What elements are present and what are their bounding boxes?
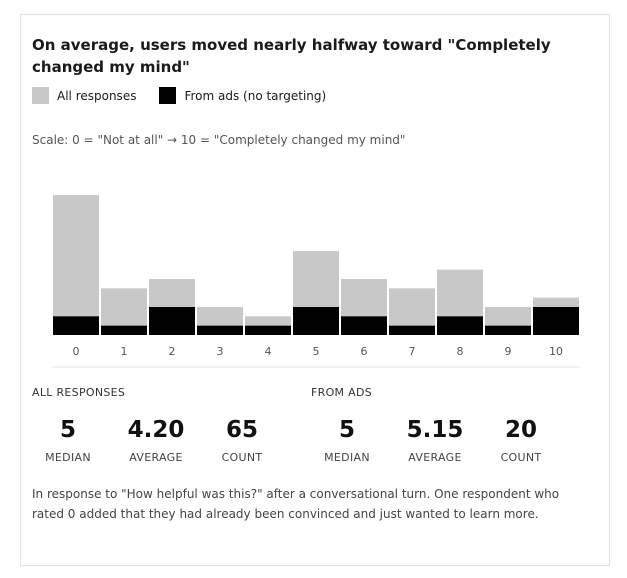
chart-legend: All responses From ads (no targeting) (32, 87, 349, 104)
bar-from-ads-3 (197, 325, 243, 335)
bar-from-ads-2 (149, 307, 195, 335)
bar-from-ads-0 (53, 316, 99, 335)
stats-all-responses: ALL RESPONSES 5 MEDIAN 4.20 AVERAGE 65 C… (32, 386, 282, 464)
bar-from-ads-8 (437, 316, 483, 335)
x-tick-label-5: 5 (313, 345, 320, 358)
x-tick-label-3: 3 (217, 345, 224, 358)
stat-value: 5 (59, 417, 76, 443)
stats-from-ads-label: FROM ADS (311, 386, 372, 399)
legend-label-from-ads: From ads (no targeting) (184, 88, 327, 103)
stat-value: 4.20 (127, 417, 185, 443)
x-tick-label-1: 1 (121, 345, 128, 358)
chart-title: On average, users moved nearly halfway t… (32, 36, 551, 76)
stat-label: COUNT (221, 451, 263, 464)
stat-ads-count: 20 COUNT (486, 416, 556, 464)
stat-label: AVERAGE (408, 451, 462, 464)
stat-label: AVERAGE (129, 451, 183, 464)
x-tick-label-8: 8 (457, 345, 464, 358)
histogram-chart: 0 1 2 3 4 5 6 7 8 9 10 (52, 195, 580, 368)
legend-swatch-from-ads (159, 87, 177, 104)
x-tick-label-10: 10 (549, 345, 563, 358)
stat-value: 20 (504, 417, 537, 443)
scale-note: Scale: 0 = "Not at all" → 10 = "Complete… (32, 133, 406, 147)
x-tick-label-4: 4 (265, 345, 272, 358)
stat-all-median: 5 MEDIAN (33, 416, 103, 464)
stats-all-responses-label: ALL RESPONSES (32, 386, 126, 399)
bar-all-responses-0 (53, 195, 99, 335)
x-tick-label-6: 6 (361, 345, 368, 358)
stats-from-ads: FROM ADS 5 MEDIAN 5.15 AVERAGE 20 COUNT (311, 386, 561, 464)
stat-ads-average: 5.15 AVERAGE (400, 416, 470, 464)
bar-from-ads-5 (293, 307, 339, 335)
bar-from-ads-10 (533, 307, 579, 335)
stat-value: 65 (225, 417, 258, 443)
stat-label: MEDIAN (324, 451, 370, 464)
stat-all-count: 65 COUNT (207, 416, 277, 464)
bar-from-ads-1 (101, 325, 147, 335)
stat-label: COUNT (500, 451, 542, 464)
stat-value: 5 (338, 417, 355, 443)
legend-swatch-all-responses (32, 87, 49, 104)
stat-label: MEDIAN (45, 451, 91, 464)
legend-item-from-ads: From ads (no targeting) (159, 87, 326, 104)
bar-from-ads-7 (389, 325, 435, 335)
stat-all-average: 4.20 AVERAGE (121, 416, 191, 464)
x-tick-label-2: 2 (169, 345, 176, 358)
x-tick-label-7: 7 (409, 345, 416, 358)
bar-from-ads-6 (341, 316, 387, 335)
x-tick-label-0: 0 (73, 345, 80, 358)
legend-item-all-responses: All responses (32, 87, 136, 104)
x-tick-label-9: 9 (505, 345, 512, 358)
bar-from-ads-9 (485, 325, 531, 335)
legend-label-all-responses: All responses (57, 88, 137, 103)
stat-ads-median: 5 MEDIAN (312, 416, 382, 464)
footnote: In response to "How helpful was this?" a… (32, 487, 560, 521)
bar-from-ads-4 (245, 325, 291, 335)
stat-value: 5.15 (406, 417, 464, 443)
